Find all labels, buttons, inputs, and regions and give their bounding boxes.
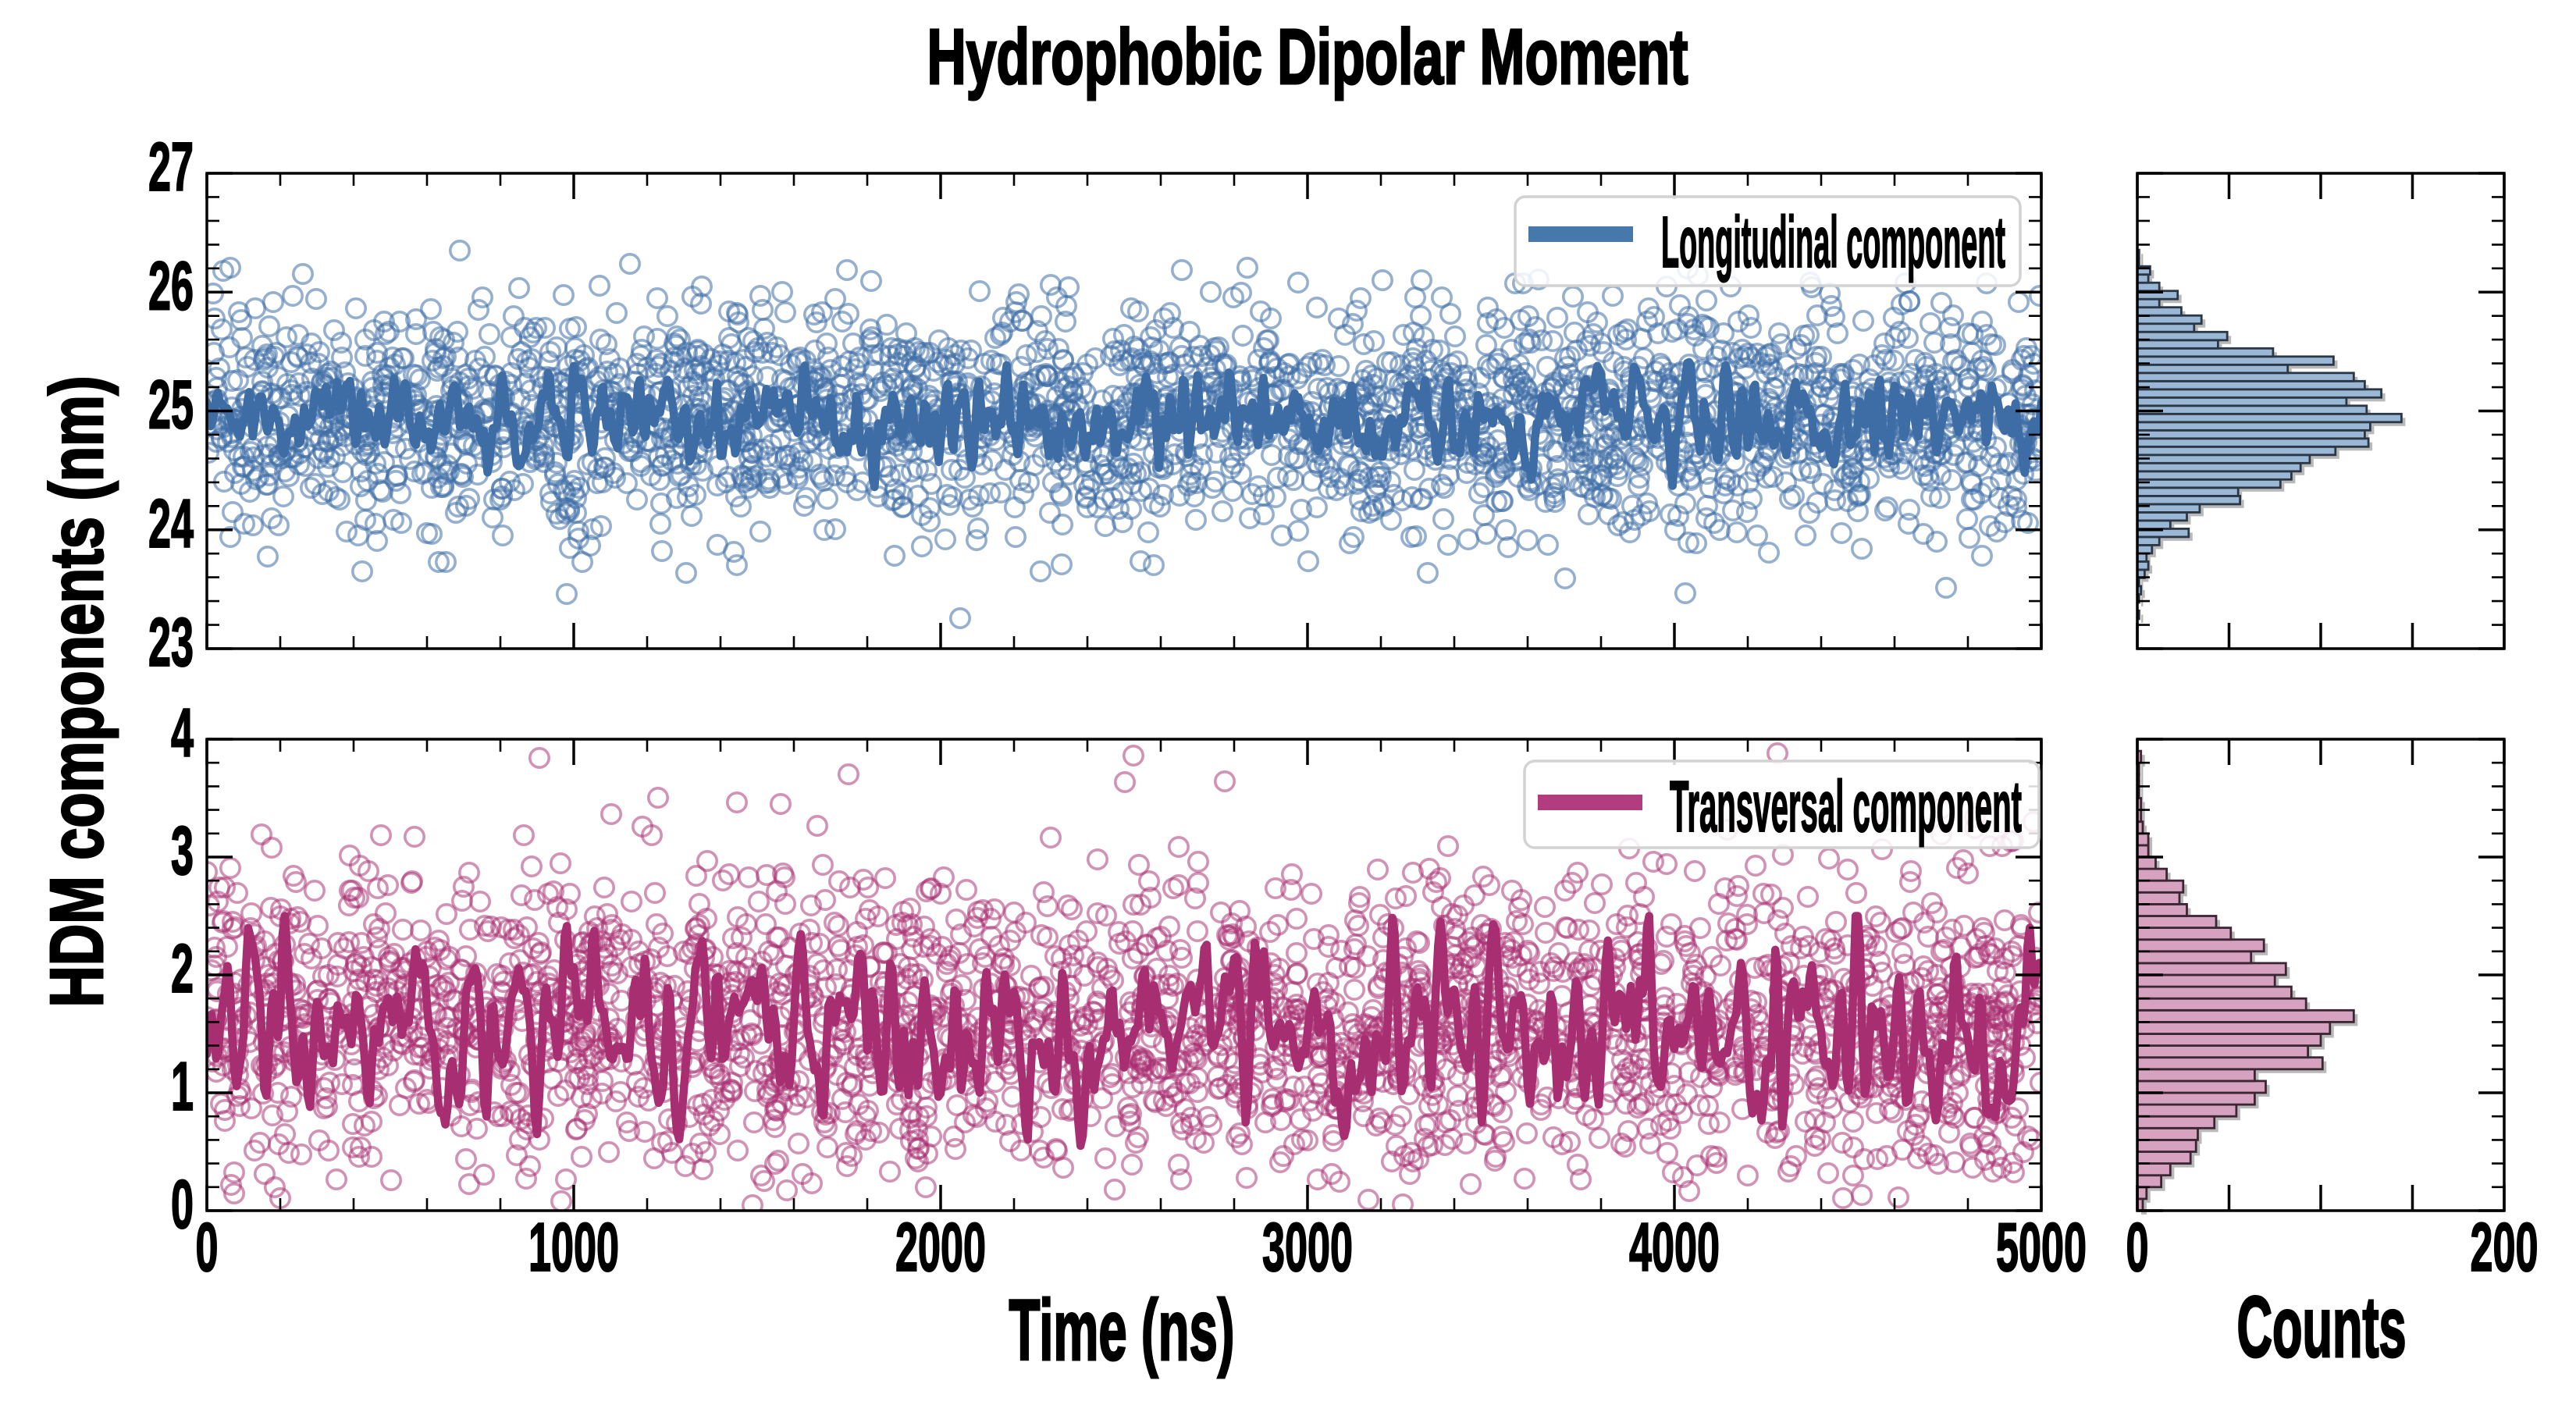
- svg-text:2000: 2000: [895, 1208, 986, 1286]
- svg-text:200: 200: [2471, 1208, 2539, 1286]
- svg-text:0: 0: [2126, 1208, 2149, 1286]
- svg-text:1000: 1000: [528, 1208, 619, 1286]
- svg-text:Counts: Counts: [2237, 1279, 2407, 1375]
- svg-text:4000: 4000: [1629, 1208, 1720, 1286]
- svg-text:24: 24: [148, 485, 194, 562]
- svg-text:HDM components (nm): HDM components (nm): [35, 376, 119, 1008]
- svg-text:Longitudinal component: Longitudinal component: [1661, 201, 2005, 283]
- svg-text:2: 2: [171, 930, 194, 1007]
- svg-text:0: 0: [196, 1208, 219, 1286]
- svg-text:Transversal component: Transversal component: [1670, 766, 2022, 847]
- svg-text:3: 3: [171, 812, 194, 889]
- svg-text:1: 1: [171, 1048, 194, 1125]
- svg-text:Time (ns): Time (ns): [1009, 1282, 1235, 1378]
- svg-text:25: 25: [148, 366, 194, 443]
- svg-text:0: 0: [171, 1165, 194, 1243]
- svg-text:26: 26: [148, 247, 194, 324]
- svg-text:23: 23: [148, 603, 194, 681]
- svg-text:3000: 3000: [1262, 1208, 1353, 1286]
- svg-text:4: 4: [171, 694, 194, 771]
- svg-text:5000: 5000: [1996, 1208, 2087, 1286]
- svg-text:Hydrophobic Dipolar Moment: Hydrophobic Dipolar Moment: [927, 13, 1688, 101]
- svg-text:27: 27: [148, 128, 194, 205]
